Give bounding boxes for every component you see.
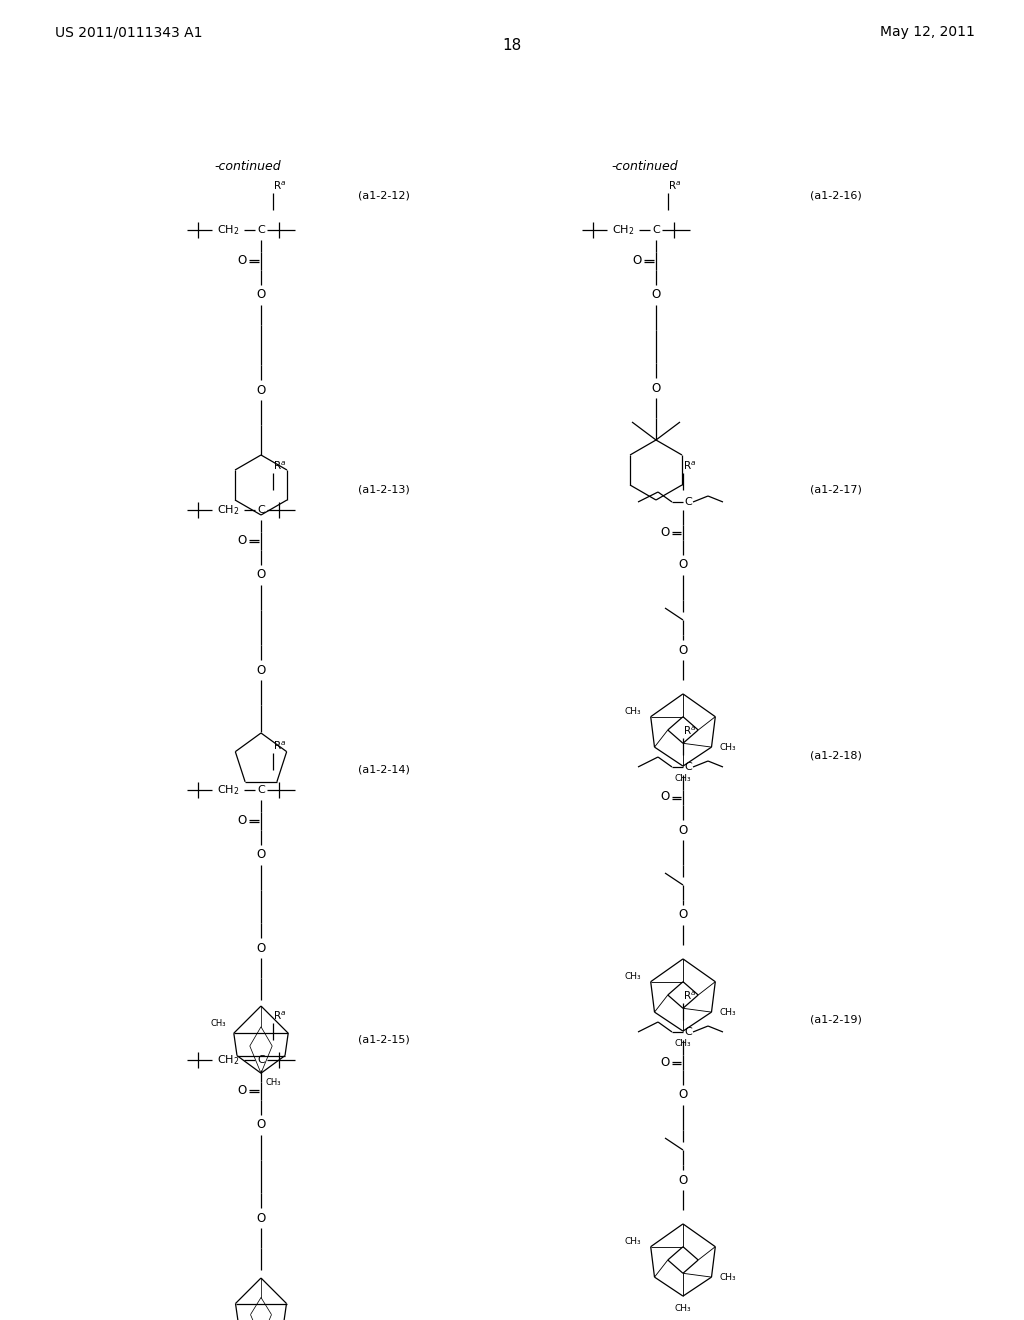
Text: CH₃: CH₃ [675,1039,691,1048]
Text: O: O [660,1056,670,1068]
Text: (a1-2-17): (a1-2-17) [810,484,862,495]
Text: CH₃: CH₃ [210,1019,226,1028]
Text: R$^a$: R$^a$ [273,739,287,752]
Text: C: C [684,762,692,772]
Text: (a1-2-12): (a1-2-12) [358,191,410,201]
Text: O: O [238,1084,247,1097]
Text: CH$_2$: CH$_2$ [217,223,240,236]
Text: O: O [256,1118,265,1131]
Text: C: C [684,1027,692,1038]
Text: R$^a$: R$^a$ [273,180,287,191]
Text: (a1-2-14): (a1-2-14) [358,766,410,775]
Text: O: O [238,533,247,546]
Text: O: O [256,289,265,301]
Text: C: C [257,785,265,795]
Text: O: O [678,824,688,837]
Text: May 12, 2011: May 12, 2011 [880,25,975,40]
Text: O: O [256,664,265,676]
Text: US 2011/0111343 A1: US 2011/0111343 A1 [55,25,203,40]
Text: C: C [257,1055,265,1065]
Text: O: O [651,381,660,395]
Text: C: C [652,224,659,235]
Text: O: O [256,941,265,954]
Text: R$^a$: R$^a$ [668,180,681,191]
Text: CH₃: CH₃ [624,1237,641,1246]
Text: CH₃: CH₃ [720,1007,736,1016]
Text: CH$_2$: CH$_2$ [217,1053,240,1067]
Text: CH₃: CH₃ [720,1272,736,1282]
Text: C: C [257,224,265,235]
Text: O: O [256,569,265,582]
Text: R$^a$: R$^a$ [683,990,696,1002]
Text: CH₃: CH₃ [624,708,641,717]
Text: CH$_2$: CH$_2$ [611,223,634,236]
Text: O: O [678,908,688,921]
Text: CH₃: CH₃ [720,743,736,751]
Text: CH$_2$: CH$_2$ [217,503,240,517]
Text: CH₃: CH₃ [675,1304,691,1313]
Text: CH₃: CH₃ [624,973,641,981]
Text: (a1-2-16): (a1-2-16) [810,191,862,201]
Text: O: O [651,289,660,301]
Text: O: O [238,813,247,826]
Text: O: O [256,849,265,862]
Text: O: O [633,253,642,267]
Text: CH₃: CH₃ [675,774,691,783]
Text: R$^a$: R$^a$ [683,459,696,473]
Text: CH$_2$: CH$_2$ [217,783,240,797]
Text: -continued: -continued [215,160,282,173]
Text: O: O [678,1089,688,1101]
Text: C: C [684,498,692,507]
Text: R$^a$: R$^a$ [273,1010,287,1022]
Text: O: O [256,1212,265,1225]
Text: 18: 18 [503,38,521,53]
Text: O: O [238,253,247,267]
Text: C: C [257,506,265,515]
Text: O: O [660,525,670,539]
Text: -continued: -continued [611,160,678,173]
Text: O: O [678,644,688,656]
Text: O: O [678,558,688,572]
Text: (a1-2-13): (a1-2-13) [358,484,410,495]
Text: R$^a$: R$^a$ [683,725,696,737]
Text: R$^a$: R$^a$ [273,459,287,473]
Text: CH₃: CH₃ [266,1078,282,1088]
Text: O: O [678,1173,688,1187]
Text: (a1-2-19): (a1-2-19) [810,1015,862,1026]
Text: O: O [660,791,670,804]
Text: (a1-2-15): (a1-2-15) [358,1035,410,1045]
Text: O: O [256,384,265,396]
Text: (a1-2-18): (a1-2-18) [810,750,862,760]
